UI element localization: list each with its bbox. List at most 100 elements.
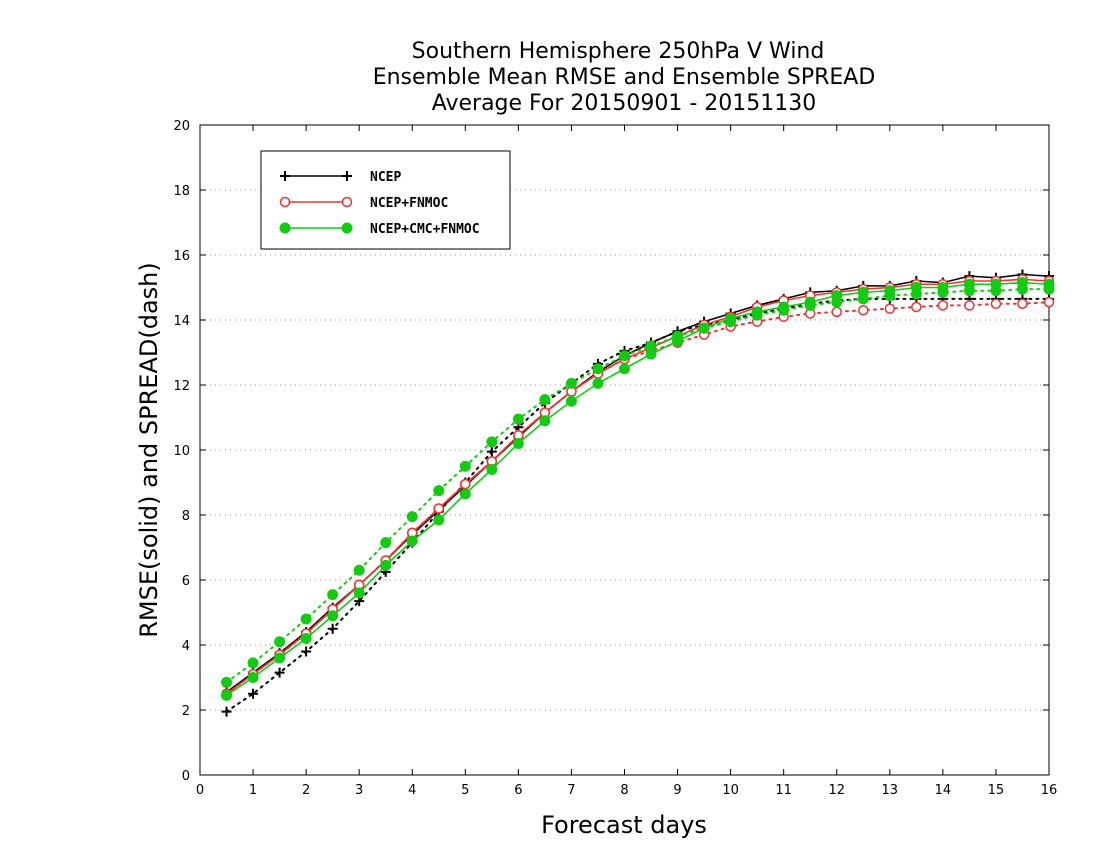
spread-point xyxy=(937,286,949,298)
y-tick-label: 18 xyxy=(173,184,190,199)
spread-point xyxy=(247,657,259,669)
spread-point xyxy=(512,413,524,425)
legend-marker-end xyxy=(341,196,353,208)
rmse-point xyxy=(539,415,551,427)
spread-point xyxy=(460,478,471,490)
spread-point xyxy=(884,290,896,302)
x-tick-label: 8 xyxy=(620,783,628,798)
spread-point xyxy=(990,285,1002,297)
x-tick-label: 15 xyxy=(988,783,1005,798)
spread-point xyxy=(645,340,657,352)
x-tick-label: 11 xyxy=(775,783,792,798)
y-axis-label: RMSE(solid) and SPREAD(dash) xyxy=(135,262,163,638)
title-line-3: Average For 20150901 - 20151130 xyxy=(432,91,817,116)
legend-label: NCEP+FNMOC xyxy=(370,196,448,211)
rmse-line-2 xyxy=(226,281,1050,697)
spread-point xyxy=(300,613,312,625)
spread-point xyxy=(221,676,233,688)
spread-point xyxy=(672,330,684,342)
x-tick-label: 6 xyxy=(514,783,522,798)
spread-point xyxy=(1016,283,1028,295)
spread-point xyxy=(380,537,392,549)
legend-box xyxy=(260,150,511,250)
spread-point xyxy=(619,350,630,362)
series-1 xyxy=(221,274,1055,699)
rmse-point xyxy=(353,587,365,599)
spread-point xyxy=(433,503,445,514)
legend-label: NCEP xyxy=(370,170,401,185)
spread-point xyxy=(406,511,418,523)
rmse-point xyxy=(619,363,630,375)
spread-point xyxy=(592,363,604,375)
x-tick-label: 4 xyxy=(408,783,416,798)
spread-point xyxy=(274,667,285,678)
spread-point xyxy=(884,303,896,314)
x-tick-label: 2 xyxy=(302,783,310,798)
legend-marker-start xyxy=(279,196,291,208)
y-tick-label: 12 xyxy=(173,379,190,394)
rmse-line-0 xyxy=(226,273,1050,693)
spread-point xyxy=(778,304,790,316)
x-tick-label: 7 xyxy=(567,783,575,798)
spread-point xyxy=(910,288,922,300)
x-axis-label: Forecast days xyxy=(541,811,707,839)
x-tick-label: 16 xyxy=(1041,783,1058,798)
spread-point xyxy=(565,377,577,389)
x-axis-ticks: 0 1 2 3 4 5 6 7 8 9 10 11 12 13 14 15 16 xyxy=(196,125,1057,798)
spread-line-2 xyxy=(225,288,1050,684)
rmse-line-1 xyxy=(226,278,1050,695)
spread-point xyxy=(1043,296,1055,308)
spread-point xyxy=(539,394,551,406)
spread-point xyxy=(937,300,949,311)
legend-marker-start xyxy=(280,171,290,181)
gridlines xyxy=(200,189,1049,711)
rmse-point xyxy=(459,488,471,500)
rmse-point xyxy=(512,438,524,449)
spread-point xyxy=(274,636,286,648)
x-tick-label: 14 xyxy=(935,783,952,798)
y-axis-ticks: 0 2 4 6 8 10 12 14 16 18 20 xyxy=(173,119,1049,784)
spread-point xyxy=(725,316,737,328)
rmse-point xyxy=(433,514,445,526)
title-line-1: Southern Hemisphere 250hPa V Wind xyxy=(412,39,825,64)
y-tick-label: 0 xyxy=(182,769,190,784)
legend: NCEP NCEP+FNMOC NCEP+CMC+FNMOC xyxy=(260,150,511,250)
chart-title: Southern Hemisphere 250hPa V Wind Ensemb… xyxy=(373,39,876,116)
spread-point xyxy=(221,706,232,717)
y-tick-label: 20 xyxy=(173,119,190,134)
series-layer xyxy=(221,269,1055,717)
rmse-point xyxy=(406,535,418,547)
spread-point xyxy=(963,285,975,297)
x-tick-label: 13 xyxy=(882,783,899,798)
legend-item-0: NCEP xyxy=(280,170,401,185)
rmse-point xyxy=(565,395,577,407)
y-tick-label: 4 xyxy=(182,639,190,654)
rmse-point xyxy=(380,559,392,571)
spread-point xyxy=(911,301,922,313)
spread-point xyxy=(486,446,497,457)
series-2 xyxy=(221,277,1055,701)
legend-marker-end xyxy=(342,171,352,181)
y-tick-label: 8 xyxy=(182,509,190,524)
legend-label: NCEP+CMC+FNMOC xyxy=(370,222,480,237)
spread-point xyxy=(327,623,338,634)
rmse-point xyxy=(221,689,233,701)
x-tick-label: 1 xyxy=(249,783,257,798)
spread-point xyxy=(248,688,259,699)
y-tick-label: 6 xyxy=(182,574,190,589)
rmse-point xyxy=(274,652,286,664)
rmse-point xyxy=(486,464,498,475)
y-tick-label: 2 xyxy=(182,704,190,719)
spread-point xyxy=(327,589,339,601)
x-tick-label: 9 xyxy=(673,783,681,798)
spread-point xyxy=(1017,298,1028,309)
spread-point xyxy=(433,485,445,497)
spread-point xyxy=(831,306,842,318)
spread-point xyxy=(831,296,843,308)
rmse-point xyxy=(592,377,604,389)
spread-point xyxy=(1043,283,1055,295)
title-line-2: Ensemble Mean RMSE and Ensemble SPREAD xyxy=(373,65,876,90)
rmse-point xyxy=(327,610,339,622)
spread-line-1 xyxy=(225,301,1050,695)
